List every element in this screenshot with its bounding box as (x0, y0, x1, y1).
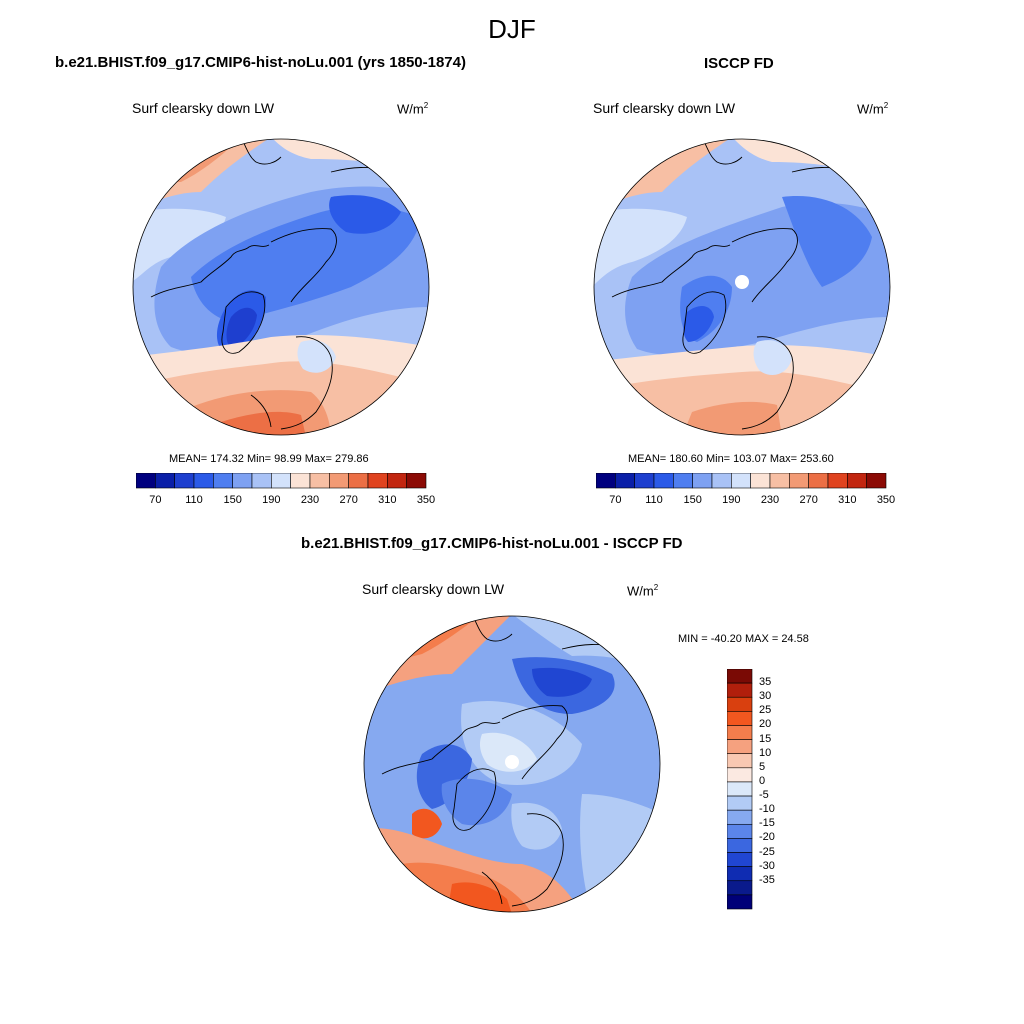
colorbar-tick-label: -35 (759, 873, 775, 886)
colorbar-swatch (615, 473, 635, 489)
colorbar-swatch (769, 473, 790, 489)
colorbar-swatch (653, 473, 674, 489)
colorbar-tick-label: 150 (223, 494, 242, 506)
colorbar-swatch (309, 473, 330, 489)
panel3-stats: MIN = -40.20 MAX = 24.58 (678, 633, 809, 645)
colorbar-tick-label: 110 (185, 494, 203, 506)
colorbar-swatch (727, 696, 753, 712)
colorbar-swatch (634, 473, 655, 489)
colorbar-tick-label: 350 (416, 494, 436, 506)
colorbar-swatch (827, 473, 848, 489)
colorbar-swatch (727, 809, 753, 825)
colorbar-swatch (596, 473, 616, 489)
colorbar-tick-label: 230 (300, 494, 320, 506)
colorbar-tick-label: -15 (759, 817, 775, 830)
panel2-title: ISCCP FD (704, 55, 774, 72)
colorbar-tick-label: 70 (149, 494, 162, 506)
colorbar-tick-label: 110 (645, 494, 663, 506)
colorbar-swatch (727, 838, 753, 853)
panel3-variable-label: Surf clearsky down LW (362, 581, 505, 597)
panel2-colorbar (596, 473, 887, 489)
colorbar-swatch (290, 473, 311, 489)
panel1-variable-label: Surf clearsky down LW (132, 100, 275, 116)
panel1-colorbar (136, 473, 427, 489)
colorbar-tick-label: -30 (759, 859, 775, 872)
colorbar-swatch (727, 852, 753, 867)
colorbar-tick-label: 190 (722, 494, 741, 506)
colorbar-swatch (329, 473, 349, 489)
colorbar-tick-label: -5 (759, 789, 769, 802)
figure-title: DJF (488, 14, 536, 44)
panel3-units: W/m2 (627, 583, 659, 599)
colorbar-swatch (808, 473, 829, 489)
colorbar-swatch (727, 880, 753, 896)
colorbar-tick-label: 150 (683, 494, 702, 506)
colorbar-swatch (406, 473, 427, 489)
colorbar-swatch (731, 473, 751, 489)
colorbar-swatch (271, 473, 291, 489)
colorbar-swatch (387, 473, 407, 489)
colorbar-swatch (727, 669, 753, 684)
colorbar-tick-label: 350 (876, 494, 896, 506)
colorbar-swatch (367, 473, 388, 489)
colorbar-tick-label: -10 (759, 803, 775, 816)
colorbar-swatch (750, 473, 771, 489)
colorbar-swatch (727, 711, 753, 726)
colorbar-tick-label: 0 (759, 774, 766, 787)
colorbar-swatch (727, 866, 753, 882)
colorbar-swatch (174, 473, 195, 489)
colorbar-swatch (727, 823, 753, 839)
colorbar-swatch (251, 473, 272, 489)
panel1-units: W/m2 (397, 101, 429, 117)
colorbar-tick-label: 270 (339, 494, 358, 506)
colorbar-swatch (193, 473, 214, 489)
colorbar-swatch (866, 473, 887, 489)
colorbar-swatch (727, 767, 753, 783)
panel1-title: b.e21.BHIST.f09_g17.CMIP6-hist-noLu.001 … (55, 54, 466, 71)
panel3-colorbar (727, 669, 753, 910)
colorbar-swatch (711, 473, 732, 489)
panel1-stats: MEAN= 174.32 Min= 98.99 Max= 279.86 (169, 453, 369, 465)
colorbar-swatch (727, 795, 753, 811)
panel3-title: b.e21.BHIST.f09_g17.CMIP6-hist-noLu.001 … (301, 535, 683, 552)
colorbar-tick-label: 70 (609, 494, 622, 506)
panel2-stats: MEAN= 180.60 Min= 103.07 Max= 253.60 (628, 453, 834, 465)
colorbar-swatch (692, 473, 713, 489)
colorbar-tick-label: 5 (759, 760, 766, 773)
colorbar-tick-label: -25 (759, 845, 775, 858)
colorbar-swatch (348, 473, 369, 489)
colorbar-tick-label: 10 (759, 746, 772, 759)
panel3-polar-map (363, 615, 661, 913)
panel2-units: W/m2 (857, 101, 889, 117)
colorbar-swatch (727, 725, 753, 740)
colorbar-swatch (213, 473, 233, 489)
colorbar-tick-label: 35 (759, 676, 772, 689)
colorbar-swatch (727, 739, 753, 755)
colorbar-swatch (727, 753, 753, 769)
colorbar-tick-label: 25 (759, 704, 772, 717)
colorbar-swatch (136, 473, 156, 489)
colorbar-swatch (155, 473, 175, 489)
colorbar-swatch (727, 894, 753, 910)
colorbar-tick-label: 310 (838, 494, 857, 506)
colorbar-swatch (673, 473, 693, 489)
colorbar-tick-label: 310 (378, 494, 397, 506)
colorbar-tick-label: 230 (760, 494, 780, 506)
colorbar-swatch (232, 473, 253, 489)
colorbar-swatch (847, 473, 867, 489)
colorbar-swatch (727, 682, 753, 698)
colorbar-swatch (789, 473, 809, 489)
colorbar-tick-label: 190 (262, 494, 281, 506)
panel2-polar-map (593, 138, 891, 436)
colorbar-tick-label: 20 (759, 718, 772, 731)
colorbar-tick-label: 30 (759, 690, 772, 703)
colorbar-tick-label: 270 (799, 494, 818, 506)
panel2-variable-label: Surf clearsky down LW (593, 100, 736, 116)
panel1-polar-map (132, 138, 430, 436)
colorbar-tick-label: -20 (759, 831, 775, 844)
colorbar-tick-label: 15 (759, 732, 772, 745)
colorbar-swatch (727, 781, 753, 797)
